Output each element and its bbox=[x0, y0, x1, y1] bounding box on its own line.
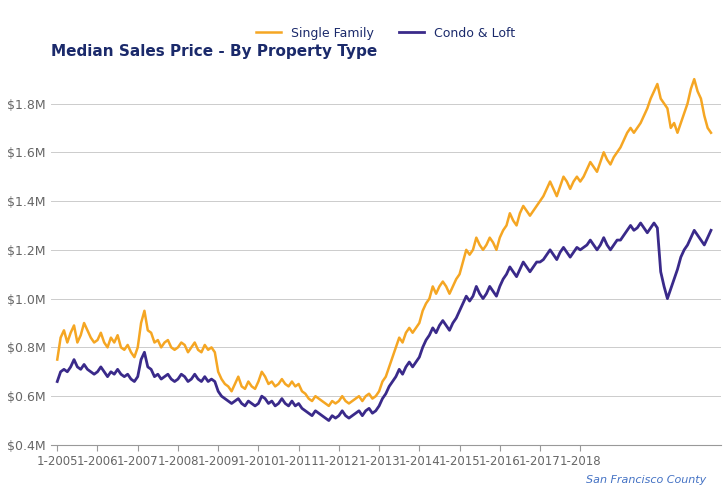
Single Family bbox=[690, 76, 699, 82]
Condo & Loft bbox=[79, 362, 88, 368]
Single Family bbox=[422, 300, 430, 306]
Single Family bbox=[234, 374, 242, 380]
Line: Condo & Loft: Condo & Loft bbox=[58, 223, 711, 420]
Condo & Loft bbox=[636, 220, 645, 226]
Condo & Loft bbox=[422, 337, 430, 343]
Line: Single Family: Single Family bbox=[58, 79, 711, 406]
Single Family bbox=[616, 145, 625, 150]
Single Family bbox=[492, 247, 501, 253]
Legend: Single Family, Condo & Loft: Single Family, Condo & Loft bbox=[251, 22, 521, 45]
Single Family bbox=[325, 403, 333, 409]
Single Family bbox=[79, 320, 88, 326]
Condo & Loft bbox=[53, 379, 62, 385]
Condo & Loft bbox=[234, 395, 242, 401]
Text: San Francisco County: San Francisco County bbox=[586, 475, 706, 485]
Condo & Loft bbox=[616, 237, 625, 243]
Condo & Loft bbox=[673, 267, 682, 272]
Condo & Loft bbox=[325, 417, 333, 423]
Condo & Loft bbox=[707, 227, 716, 233]
Single Family bbox=[670, 120, 678, 126]
Condo & Loft bbox=[492, 293, 501, 299]
Text: Median Sales Price - By Property Type: Median Sales Price - By Property Type bbox=[50, 44, 377, 59]
Single Family bbox=[707, 130, 716, 136]
Single Family bbox=[53, 357, 62, 363]
